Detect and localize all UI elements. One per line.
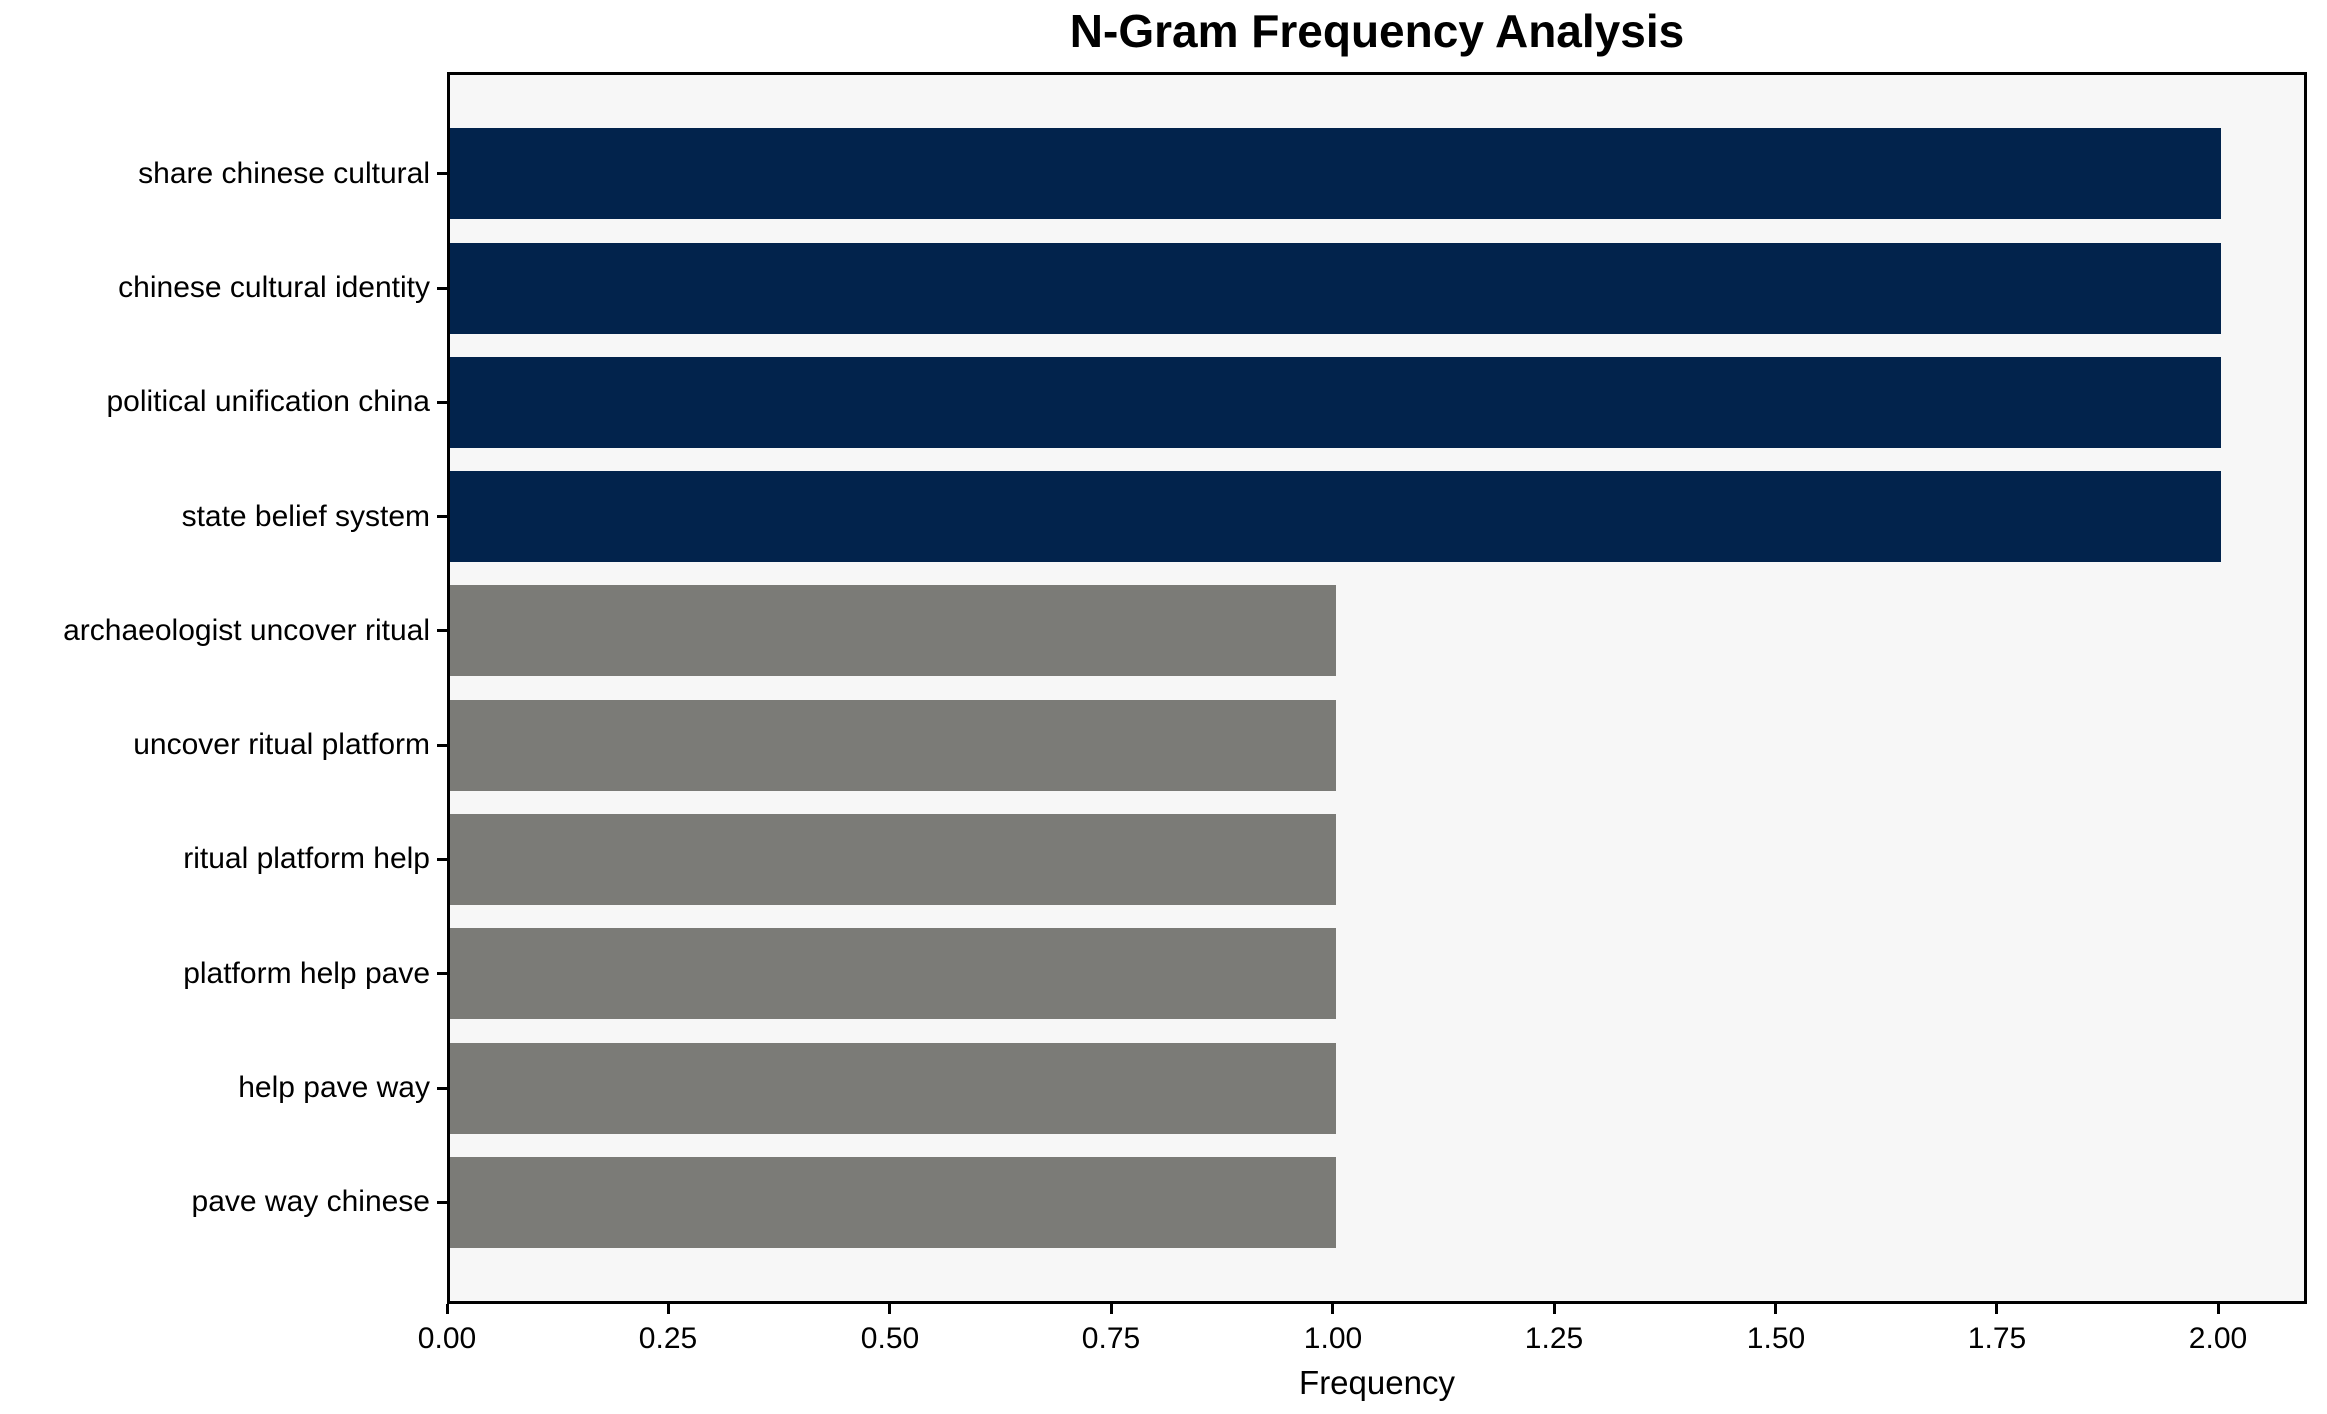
y-tick-mark: [437, 1201, 447, 1204]
x-tick-mark: [1774, 1304, 1777, 1314]
y-tick-label: platform help pave: [183, 957, 430, 990]
x-tick-label: 1.00: [1303, 1322, 1363, 1355]
bar: [450, 243, 2221, 334]
y-tick-mark: [437, 858, 447, 861]
x-tick-mark: [1553, 1304, 1556, 1314]
bar: [450, 700, 1336, 791]
bar: [450, 128, 2221, 219]
y-tick-mark: [437, 972, 447, 975]
x-tick-mark: [1995, 1304, 1998, 1314]
chart-title: N-Gram Frequency Analysis: [1069, 5, 1685, 57]
y-tick-mark: [437, 172, 447, 175]
y-tick-label: ritual platform help: [183, 842, 430, 875]
x-tick-mark: [2217, 1304, 2220, 1314]
y-tick-label: political unification china: [106, 385, 430, 418]
x-tick-label: 0.75: [1081, 1322, 1141, 1355]
x-tick-mark: [1331, 1304, 1334, 1314]
plot-area: [447, 72, 2307, 1304]
x-tick-mark: [888, 1304, 891, 1314]
y-tick-mark: [437, 1087, 447, 1090]
x-tick-label: 0.50: [860, 1322, 920, 1355]
bar: [450, 471, 2221, 562]
x-tick-label: 0.00: [417, 1322, 477, 1355]
x-tick-label: 1.50: [1746, 1322, 1806, 1355]
x-tick-label: 1.75: [1967, 1322, 2027, 1355]
x-tick-mark: [446, 1304, 449, 1314]
bar: [450, 928, 1336, 1019]
bar: [450, 1157, 1336, 1248]
bar: [450, 814, 1336, 905]
y-tick-label: uncover ritual platform: [133, 728, 430, 761]
y-tick-mark: [437, 744, 447, 747]
x-tick-label: 0.25: [638, 1322, 698, 1355]
y-tick-mark: [437, 401, 447, 404]
bar: [450, 357, 2221, 448]
x-tick-label: 1.25: [1524, 1322, 1584, 1355]
y-tick-label: state belief system: [181, 500, 430, 533]
x-tick-mark: [667, 1304, 670, 1314]
y-tick-label: share chinese cultural: [138, 157, 430, 190]
y-tick-label: archaeologist uncover ritual: [63, 614, 430, 647]
y-tick-mark: [437, 515, 447, 518]
y-tick-label: pave way chinese: [191, 1185, 430, 1218]
y-tick-mark: [437, 287, 447, 290]
x-axis-label: Frequency: [1299, 1364, 1455, 1401]
x-tick-label: 2.00: [2188, 1322, 2248, 1355]
bar: [450, 585, 1336, 676]
bar: [450, 1043, 1336, 1134]
y-tick-label: help pave way: [238, 1071, 430, 1104]
y-tick-mark: [437, 629, 447, 632]
x-tick-mark: [1110, 1304, 1113, 1314]
bars-container: [450, 75, 2304, 1301]
y-tick-label: chinese cultural identity: [118, 271, 430, 304]
